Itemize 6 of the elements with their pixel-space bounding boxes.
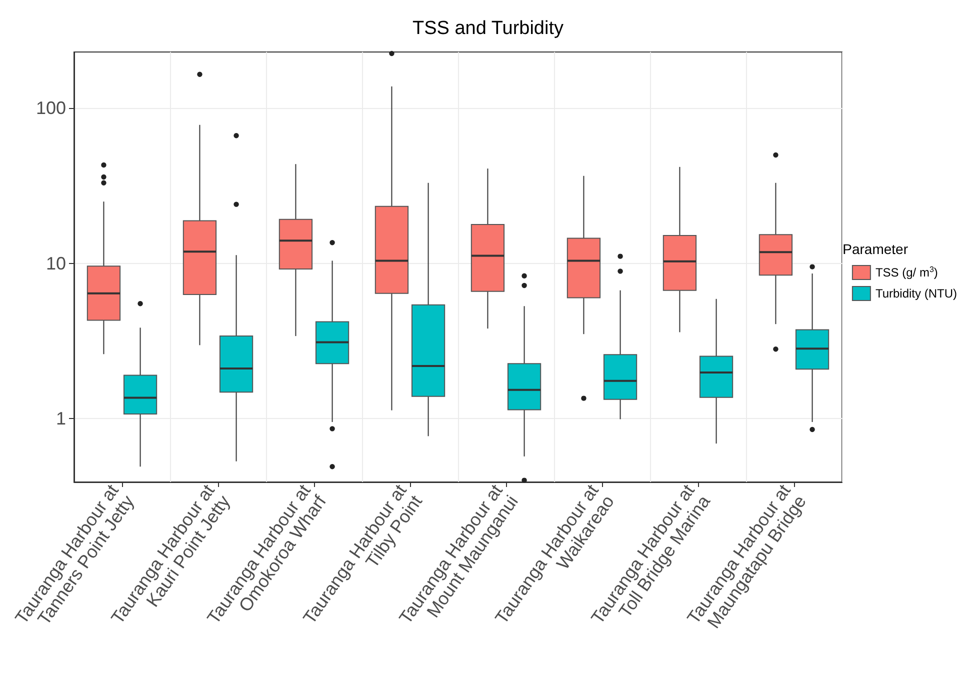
y-tick-label: 10 <box>46 253 66 274</box>
legend-label: Turbidity (NTU) <box>875 286 958 300</box>
chart-title: TSS and Turbidity <box>412 18 564 39</box>
y-tick-label: 1 <box>56 408 66 429</box>
y-tick-label: 100 <box>36 98 66 118</box>
legend-title: Parameter <box>842 241 908 257</box>
